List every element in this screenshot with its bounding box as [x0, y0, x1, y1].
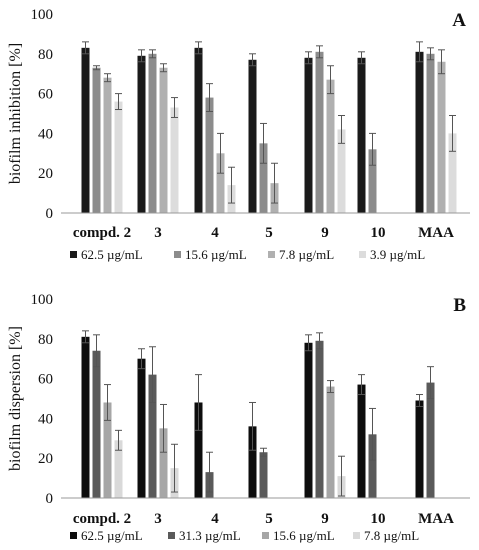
- bar: [259, 452, 268, 498]
- bar: [259, 143, 268, 213]
- bar: [194, 47, 203, 213]
- category-label: compd. 2: [73, 225, 131, 241]
- bar: [81, 47, 90, 213]
- y-tick-label: 60: [38, 372, 53, 388]
- legend-swatch: [70, 532, 77, 539]
- chart-panel-b: 0 20 40 60 80 100 biofilm dispersion [%] Bcompd…: [7, 292, 470, 543]
- bar: [248, 59, 257, 213]
- category-label: 4: [211, 511, 219, 527]
- category-label: 3: [154, 225, 162, 241]
- bar: [148, 374, 157, 498]
- chart-panel-a: 0 20 40 60 80 100 biofilm inhibition [%] Acompd…: [7, 7, 470, 262]
- bar: [448, 133, 457, 213]
- category-label: compd. 2: [73, 511, 131, 527]
- legend-swatch: [353, 532, 360, 539]
- bar: [426, 53, 435, 213]
- bar: [415, 51, 424, 214]
- y-tick-label: 0: [46, 206, 54, 222]
- category-label: 4: [211, 225, 219, 241]
- bar: [170, 107, 179, 213]
- bar: [304, 342, 313, 498]
- legend-label: 7.8 µg/mL: [279, 247, 334, 262]
- category-label: 3: [154, 511, 162, 527]
- bar: [415, 400, 424, 498]
- legend-label: 3.9 µg/mL: [370, 247, 425, 262]
- bar: [114, 101, 123, 213]
- y-tick-label: 40: [38, 126, 53, 142]
- legend-label: 31.3 µg/mL: [179, 528, 241, 543]
- bar: [326, 79, 335, 213]
- y-tick-label: 80: [38, 47, 53, 63]
- y-tick-label: 60: [38, 87, 53, 103]
- bar: [315, 51, 324, 214]
- legend-label: 15.6 µg/mL: [185, 247, 247, 262]
- bar: [92, 67, 101, 213]
- bar: [159, 67, 168, 213]
- y-axis-title: biofilm inhibition [%]: [7, 43, 24, 184]
- legend-label: 7.8 µg/mL: [364, 528, 419, 543]
- category-label: 9: [321, 511, 329, 527]
- category-label: MAA: [418, 225, 454, 241]
- category-label: 5: [265, 511, 273, 527]
- bar: [368, 434, 377, 498]
- bar: [326, 386, 335, 498]
- y-tick-label: 20: [38, 166, 53, 182]
- y-tick-label: 80: [38, 332, 53, 348]
- legend-swatch: [359, 251, 366, 258]
- bar: [103, 77, 112, 214]
- bar: [337, 129, 346, 213]
- bar: [248, 426, 257, 498]
- bar: [92, 350, 101, 498]
- y-tick-label: 100: [31, 292, 54, 308]
- bar: [357, 57, 366, 213]
- bar: [437, 61, 446, 214]
- legend-label: 15.6 µg/mL: [273, 528, 335, 543]
- bar: [315, 340, 324, 498]
- legend-swatch: [168, 532, 175, 539]
- bar: [81, 336, 90, 498]
- y-tick-label: 20: [38, 451, 53, 467]
- panel-label: B: [453, 295, 466, 316]
- y-axis-title: biofilm dispersion [%]: [7, 326, 24, 471]
- y-tick-label: 0: [46, 491, 54, 507]
- category-label: 10: [371, 225, 386, 241]
- legend-swatch: [174, 251, 181, 258]
- bar: [357, 384, 366, 498]
- bar: [216, 153, 225, 213]
- bar: [205, 97, 214, 213]
- bar: [103, 402, 112, 498]
- legend-label: 62.5 µg/mL: [81, 528, 143, 543]
- category-label: 10: [371, 511, 386, 527]
- y-tick-label: 40: [38, 411, 53, 427]
- bar: [114, 440, 123, 498]
- legend-swatch: [268, 251, 275, 258]
- bar: [368, 149, 377, 213]
- category-label: 5: [265, 225, 273, 241]
- bar: [304, 57, 313, 213]
- y-tick-label: 100: [31, 7, 54, 23]
- legend-swatch: [262, 532, 269, 539]
- bar: [426, 382, 435, 498]
- bar: [148, 53, 157, 213]
- category-label: 9: [321, 225, 329, 241]
- legend-label: 62.5 µg/mL: [81, 247, 143, 262]
- bar: [137, 358, 146, 498]
- legend-swatch: [70, 251, 77, 258]
- bar: [137, 55, 146, 213]
- category-label: MAA: [418, 511, 454, 527]
- bar: [194, 402, 203, 498]
- panel-label: A: [452, 10, 466, 31]
- bar: [159, 428, 168, 498]
